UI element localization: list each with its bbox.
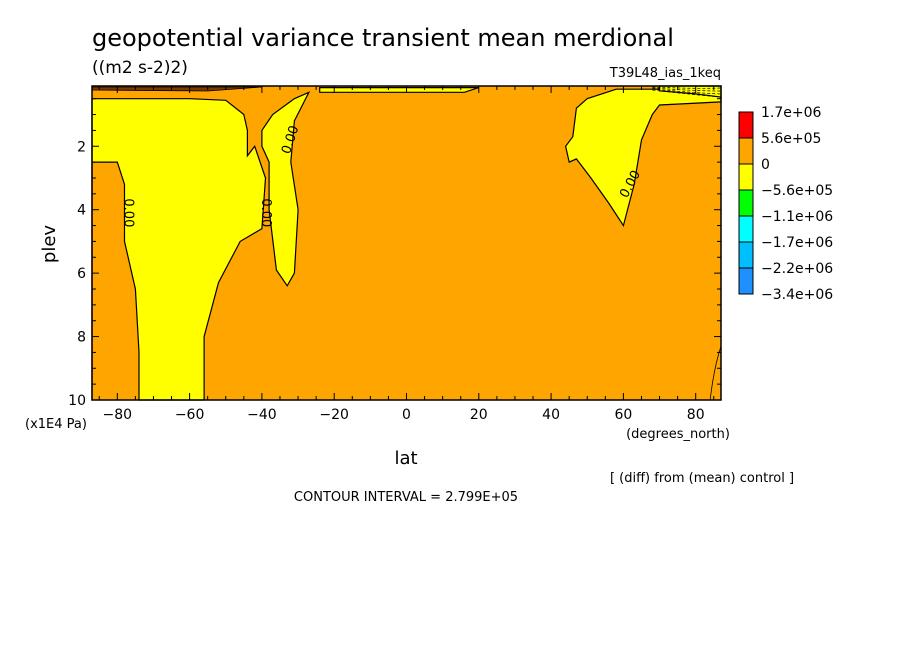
- y-tick-label: 10: [68, 393, 86, 409]
- plot-frame: [91, 85, 722, 401]
- legend-swatch: [738, 137, 754, 165]
- contour-region-southern-yellow-band: [91, 98, 267, 401]
- diff-note: [ (diff) from (mean) control ]: [610, 471, 794, 486]
- legend-swatch: [738, 111, 754, 139]
- legend-label: −1.7e+06: [761, 235, 833, 251]
- x-tick-label: 80: [687, 407, 705, 423]
- experiment-label: T39L48_ias_1keq: [609, 66, 721, 81]
- contour-region-top-yellow-strip: [319, 87, 479, 93]
- legend-label: −1.1e+06: [761, 209, 833, 225]
- contour-label: 0.00: [258, 198, 273, 227]
- legend-label: −2.2e+06: [761, 261, 833, 277]
- y-tick-label: 8: [77, 330, 86, 346]
- legend-swatch: [738, 189, 754, 217]
- x-tick-label: 40: [542, 407, 560, 423]
- negative-contour: [652, 87, 722, 92]
- x-tick-label: 0: [402, 407, 411, 423]
- y-tick-labels: 2 4 6 8 10: [68, 139, 86, 409]
- x-tick-label: −20: [319, 407, 349, 423]
- legend-swatch: [738, 241, 754, 269]
- contour-line-north-surface: [709, 345, 722, 401]
- legend-label: 5.6e+05: [761, 131, 821, 147]
- y-tick-label: 4: [77, 203, 86, 219]
- y-axis-label: plev: [39, 225, 60, 264]
- legend-label: −5.6e+05: [761, 183, 833, 199]
- x-tick-label: −80: [103, 407, 133, 423]
- legend-label: 1.7e+06: [761, 105, 822, 121]
- legend-swatch: [738, 163, 754, 191]
- y-axis-units: (x1E4 Pa): [25, 417, 87, 432]
- chart-title: geopotential variance transient mean mer…: [92, 24, 674, 52]
- contour-region-narrow-yellow-tongue: [261, 91, 311, 287]
- y-tick-label: 2: [77, 139, 86, 155]
- contour-regions: [91, 85, 722, 401]
- x-tick-label: −60: [175, 407, 205, 423]
- legend-label: −3.4e+06: [761, 287, 833, 303]
- chart-units: ((m2 s-2)2): [92, 58, 188, 78]
- negative-contour: [652, 88, 722, 95]
- x-tick-label: 20: [470, 407, 488, 423]
- x-axis-label: lat: [394, 448, 417, 469]
- contour-region-northern-yellow-lobe: [564, 88, 722, 228]
- y-tick-label: 6: [77, 266, 86, 282]
- legend-label: 0: [761, 157, 770, 173]
- negative-contour: [652, 89, 722, 98]
- plot-area: [91, 85, 722, 401]
- legend-swatch: [738, 267, 754, 295]
- negative-contour: [652, 86, 722, 89]
- x-axis-units: (degrees_north): [626, 427, 730, 442]
- legend: 1.7e+06 5.6e+05 0 −5.6e+05 −1.1e+06 −1.7e+06 −…: [738, 105, 833, 303]
- contour-interval: CONTOUR INTERVAL = 2.799E+05: [294, 490, 518, 505]
- contour-label: 0.00: [121, 198, 136, 227]
- x-tick-label: −40: [247, 407, 277, 423]
- legend-swatch: [738, 215, 754, 243]
- x-tick-labels: −80 −60 −40 −20 0 20 40 60 80: [103, 407, 705, 423]
- x-tick-label: 60: [614, 407, 632, 423]
